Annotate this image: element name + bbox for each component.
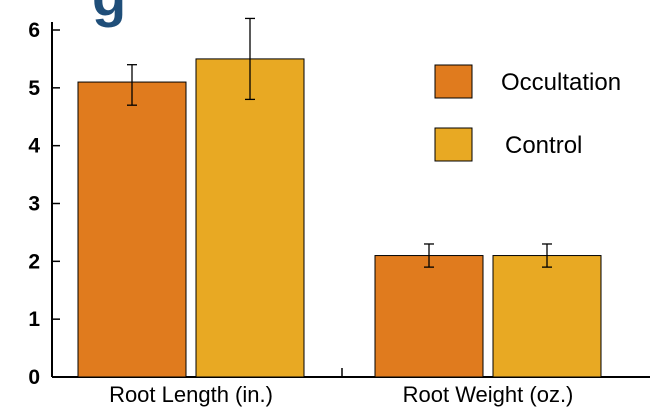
y-tick-label: 4 xyxy=(28,135,40,158)
y-tick-label: 6 xyxy=(28,19,40,42)
legend-label: Control xyxy=(505,132,582,159)
y-tick-label: 0 xyxy=(28,366,40,389)
legend-swatch xyxy=(434,64,473,99)
y-tick-label: 5 xyxy=(28,77,40,100)
x-tick-label: Root Weight (oz.) xyxy=(403,382,574,407)
legend-swatch xyxy=(434,127,473,162)
legend: Occultation Control xyxy=(434,64,621,162)
bars-group xyxy=(77,58,602,378)
axes-group: 0 1 2 3 4 5 6 Root Length (in.) Root Weight (oz.… xyxy=(28,19,650,407)
legend-label: Occultation xyxy=(501,69,621,96)
bar xyxy=(195,58,305,378)
error-bars-group xyxy=(127,17,552,268)
y-tick-label: 3 xyxy=(28,193,40,216)
y-tick-label: 2 xyxy=(28,250,40,273)
bar xyxy=(374,255,484,378)
bar xyxy=(492,255,602,378)
x-tick-label: Root Length (in.) xyxy=(109,382,273,407)
y-tick-label: 1 xyxy=(28,308,40,331)
bar xyxy=(77,81,187,378)
